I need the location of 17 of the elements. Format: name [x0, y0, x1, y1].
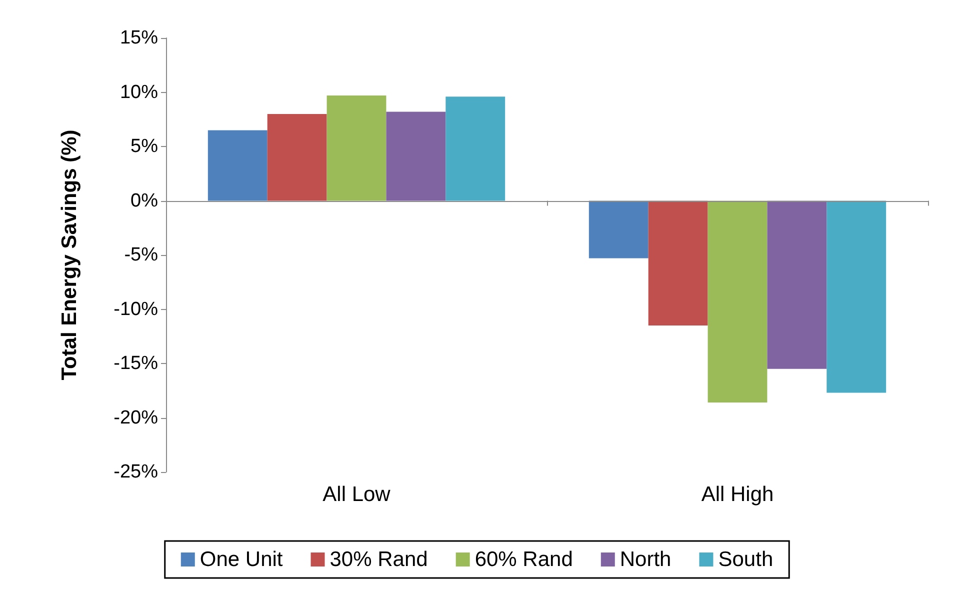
y-tick-label: -25%: [114, 462, 158, 482]
y-tick-label: -10%: [114, 298, 158, 320]
y-tick-label: -15%: [114, 353, 158, 374]
legend-label: North: [620, 548, 672, 571]
x-tick-label: All High: [701, 483, 774, 506]
y-tick-label: 15%: [120, 28, 158, 48]
y-tick-label: -5%: [124, 244, 158, 266]
legend-label: 30% Rand: [330, 548, 428, 571]
legend-label: One Unit: [200, 548, 283, 571]
y-tick-label: -20%: [114, 407, 158, 428]
legend-label: 60% Rand: [474, 548, 573, 571]
y-tick-label: 10%: [120, 82, 158, 103]
y-tick-label: 0%: [130, 190, 158, 212]
x-tick-label: All Low: [322, 483, 392, 506]
legend-label: South: [718, 548, 774, 571]
y-tick-label: 5%: [130, 136, 158, 157]
y-axis-title: Total Energy Savings (%): [58, 130, 81, 380]
